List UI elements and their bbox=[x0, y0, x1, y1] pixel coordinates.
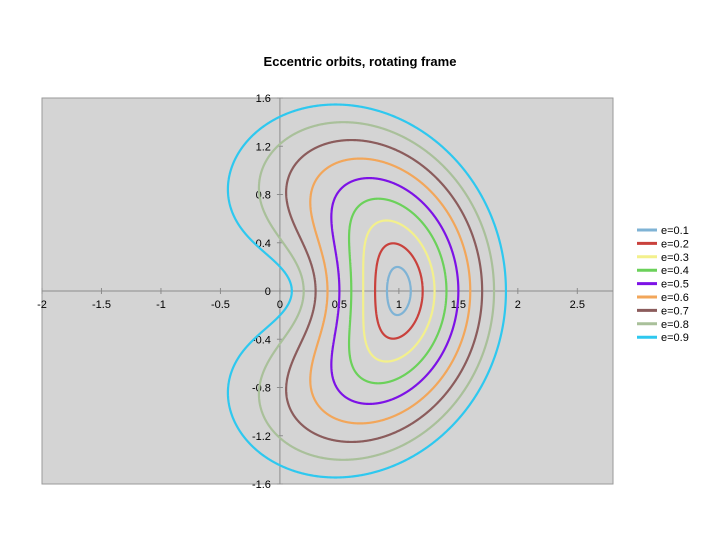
y-tick-label: 0 bbox=[265, 286, 271, 298]
x-tick-label: -1.5 bbox=[92, 299, 111, 311]
x-tick-label: 0 bbox=[277, 299, 283, 311]
chart-title: Eccentric orbits, rotating frame bbox=[264, 54, 457, 69]
legend-label: e=0.7 bbox=[661, 305, 689, 317]
orbit-curve-e-0-4 bbox=[347, 197, 448, 385]
x-tick-label: 2.5 bbox=[570, 299, 585, 311]
legend: e=0.1e=0.2 e=0.3e=0.4 e=0.5e=0.6e=0.7 e=0.8… bbox=[637, 225, 689, 344]
y-tick-label: -0.8 bbox=[252, 383, 271, 395]
x-tick-label: 1 bbox=[396, 299, 402, 311]
legend-label: e=0.2 bbox=[661, 238, 689, 250]
legend-label: e=0.3 bbox=[661, 252, 689, 264]
orbit-curve-e-0-6 bbox=[309, 157, 472, 425]
orbit-curve-e-0-9 bbox=[226, 103, 508, 479]
orbit-curve-e-0-2 bbox=[373, 242, 424, 340]
orbit-curve-e-0-5 bbox=[330, 176, 460, 406]
legend-label: e=0.8 bbox=[661, 319, 689, 331]
legend-label: e=0.5 bbox=[661, 279, 689, 291]
y-tick-label: 0.8 bbox=[256, 190, 271, 202]
orbit-curve-e-0-8 bbox=[257, 121, 496, 461]
y-tick-label: -0.4 bbox=[252, 334, 271, 346]
orbit-curve-e-0-7 bbox=[285, 138, 484, 444]
orbit-curve-e-0-1 bbox=[385, 265, 412, 317]
legend-label: e=0.9 bbox=[661, 332, 689, 344]
x-tick-label: 2 bbox=[515, 299, 521, 311]
legend-label: e=0.4 bbox=[661, 265, 689, 277]
y-tick-label: -1.6 bbox=[252, 479, 271, 491]
y-tick-label: -1.2 bbox=[252, 431, 271, 443]
legend-label: e=0.6 bbox=[661, 292, 689, 304]
series-layer bbox=[226, 103, 508, 479]
y-tick-label: 1.2 bbox=[256, 141, 271, 153]
x-tick-label: -0.5 bbox=[211, 299, 230, 311]
orbit-curve-e-0-3 bbox=[362, 219, 436, 363]
x-tick-label: -1 bbox=[156, 299, 166, 311]
axes: -2 -1.5 -1 -0.5 0 0.5 1 1.5 2 2.51.61.20.80.40-0.… bbox=[37, 93, 613, 491]
y-tick-label: 1.6 bbox=[256, 93, 271, 105]
legend-label: e=0.1 bbox=[661, 225, 689, 237]
x-tick-label: -2 bbox=[37, 299, 47, 311]
